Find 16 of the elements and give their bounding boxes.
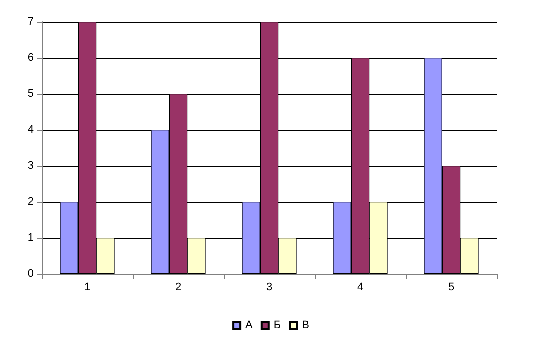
y-tick-label: 2: [28, 196, 34, 208]
x-tick-label: 4: [357, 282, 364, 294]
y-tick-label: 7: [28, 16, 34, 28]
y-tick-label: 1: [28, 232, 34, 244]
x-tick-label: 3: [266, 282, 273, 294]
y-tick-label: 6: [28, 52, 34, 64]
y-tick-label: 4: [28, 124, 34, 136]
x-tick-label: 2: [175, 282, 182, 294]
legend-label: Б: [274, 320, 282, 332]
y-tick-label: 0: [28, 268, 34, 280]
y-tick-label: 3: [28, 160, 34, 172]
y-tick-label: 5: [28, 88, 34, 100]
x-tick-label: 5: [448, 282, 455, 294]
legend-label: А: [246, 320, 254, 332]
x-tick-label: 1: [84, 282, 91, 294]
legend-label: В: [302, 320, 310, 332]
